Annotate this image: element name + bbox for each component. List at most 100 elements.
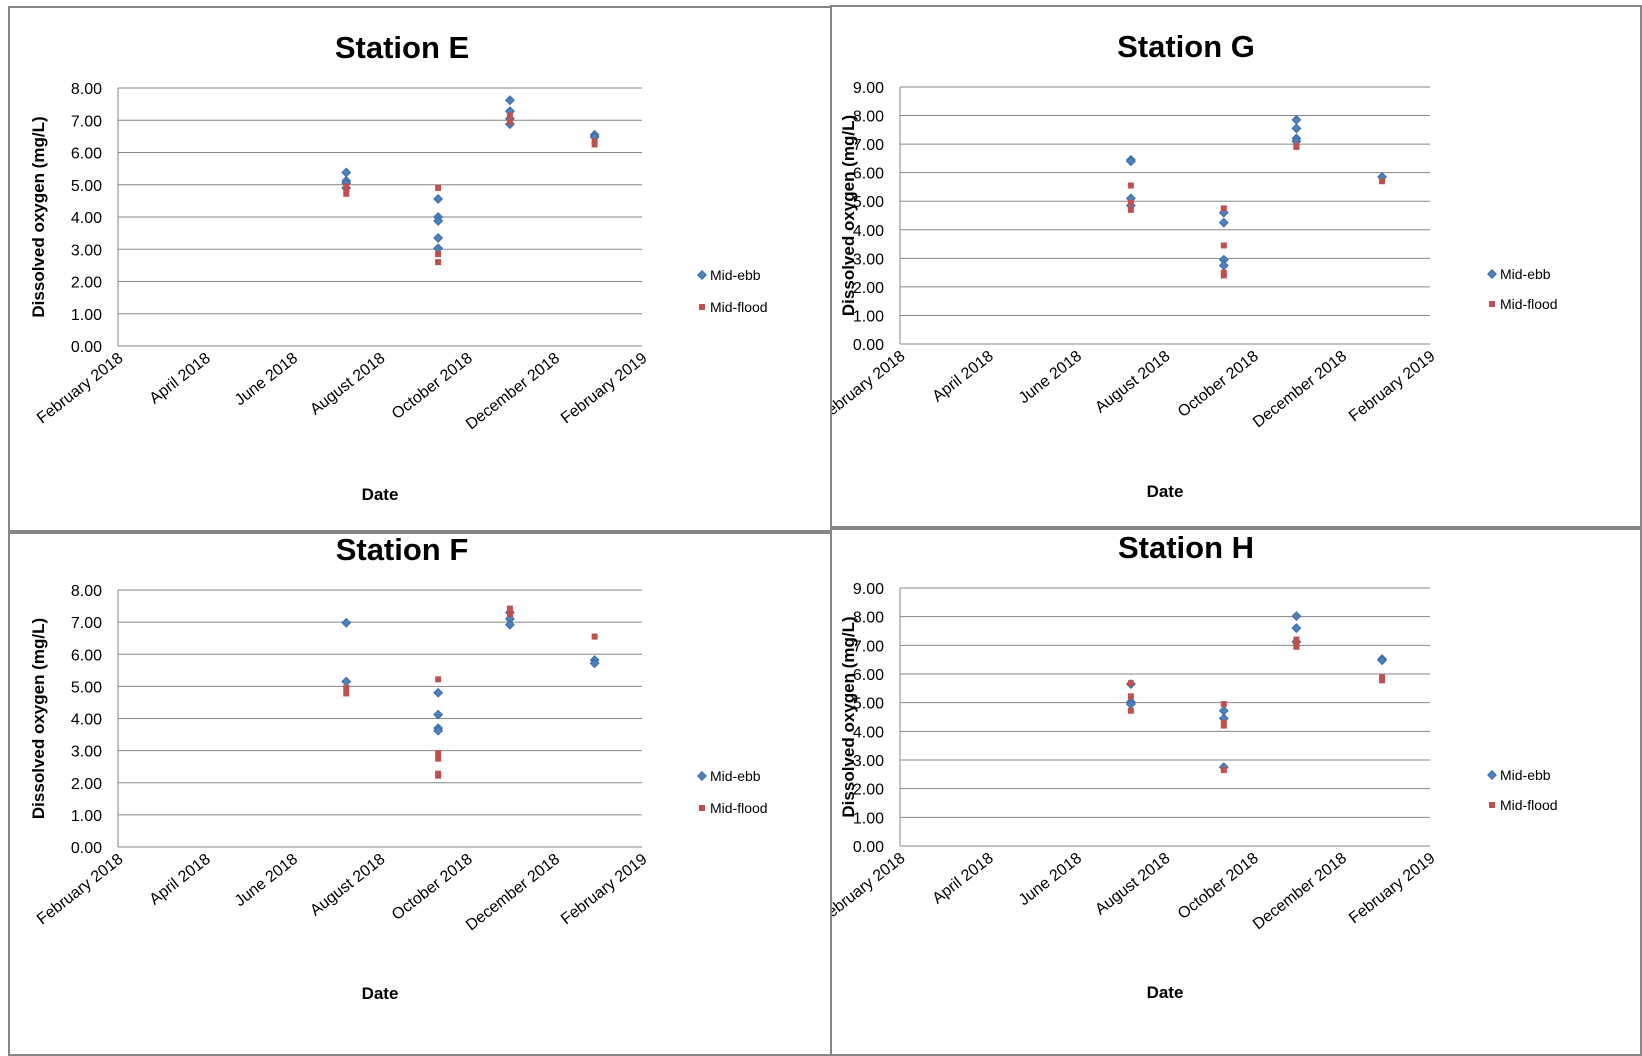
mid-ebb-point [1218, 705, 1229, 716]
y-tick-label: 1.00 [853, 810, 884, 827]
x-tick-label: December 2018 [463, 350, 563, 434]
y-tick-label: 2.00 [71, 776, 102, 793]
x-tick-label: February 2019 [1346, 850, 1439, 928]
mid-flood-point [1127, 206, 1134, 213]
mid-ebb-point [433, 193, 444, 204]
mid-ebb-point [433, 243, 444, 254]
y-tick-label: 3.00 [853, 251, 884, 268]
chart-panel-station-e: Station E 0.00 1.00 2.00 3.00 4.00 5.00 6.00 7.0… [8, 6, 832, 532]
legend-marker-mid-flood [699, 805, 705, 811]
y-tick-label: 6.00 [853, 166, 884, 183]
mid-ebb-point [433, 725, 444, 736]
mid-flood-point [591, 138, 598, 145]
mid-flood-point [506, 112, 513, 119]
y-axis-label: Dissolved oxygen (mg/L) [839, 616, 858, 817]
legend-label: Mid-flood [1500, 797, 1558, 813]
mid-flood-point [343, 183, 350, 190]
mid-ebb-point [504, 95, 515, 106]
mid-flood-point [1127, 182, 1134, 189]
y-tick-label: 3.00 [853, 753, 884, 770]
chart-title: Station E [335, 30, 469, 65]
mid-flood-point [1127, 707, 1134, 714]
x-tick-label: June 2018 [232, 350, 301, 409]
x-tick-label: April 2018 [147, 350, 214, 408]
x-axis-label: Date [1147, 983, 1184, 1002]
mid-flood-point [1293, 143, 1300, 150]
x-axis-label: Date [362, 984, 399, 1003]
mid-ebb-point [589, 658, 600, 669]
y-tick-label: 9.00 [853, 80, 884, 97]
mid-flood-point [1220, 701, 1227, 708]
y-tick-label: 6.00 [71, 647, 102, 664]
legend-marker-mid-flood [1489, 802, 1495, 808]
x-tick-label: December 2018 [1250, 850, 1350, 934]
mid-ebb-point [1291, 123, 1302, 134]
mid-ebb-point [1218, 217, 1229, 228]
mid-ebb-point [433, 215, 444, 226]
y-tick-label: 5.00 [853, 194, 884, 211]
y-tick-label: 1.00 [71, 307, 102, 324]
y-axis-label: Dissolved oxygen (mg/L) [29, 116, 48, 317]
x-tick-label: February 2018 [34, 851, 127, 929]
y-tick-label: 2.00 [853, 280, 884, 297]
x-tick-label: June 2018 [1016, 348, 1085, 407]
x-tick-label: February 2018 [832, 850, 909, 928]
mid-ebb-point [1291, 623, 1302, 634]
legend-label: Mid-ebb [1500, 266, 1551, 282]
y-tick-label: 0.00 [853, 839, 884, 856]
x-tick-label: June 2018 [1016, 850, 1085, 909]
mid-flood-point [435, 750, 442, 757]
mid-flood-point [1220, 767, 1227, 774]
chart-panel-station-h: Station H 0.00 1.00 2.00 3.00 4.00 5.00 6.00 7.0… [830, 528, 1642, 1056]
y-tick-label: 6.00 [853, 667, 884, 684]
mid-flood-point [591, 141, 598, 148]
legend-marker-mid-flood [1489, 301, 1495, 307]
x-tick-label: October 2018 [389, 350, 476, 423]
mid-flood-point [1293, 643, 1300, 650]
x-tick-label: April 2018 [930, 850, 997, 908]
y-tick-label: 5.00 [71, 679, 102, 696]
y-tick-label: 3.00 [71, 242, 102, 259]
mid-flood-point [435, 259, 442, 266]
mid-flood-point [1127, 680, 1134, 687]
mid-flood-point [1379, 178, 1386, 185]
x-axis-label: Date [362, 485, 399, 504]
y-tick-label: 7.00 [853, 638, 884, 655]
x-tick-label: June 2018 [232, 851, 301, 910]
legend-label: Mid-flood [710, 800, 768, 816]
legend-label: Mid-flood [1500, 296, 1558, 312]
mid-flood-point [1220, 242, 1227, 249]
y-tick-label: 8.00 [853, 109, 884, 126]
y-tick-label: 8.00 [71, 81, 102, 98]
mid-flood-point [506, 611, 513, 618]
x-tick-label: October 2018 [1175, 850, 1262, 923]
y-axis-label: Dissolved oxygen (mg/L) [839, 115, 858, 316]
x-tick-label: April 2018 [930, 348, 997, 406]
mid-flood-point [435, 184, 442, 191]
mid-flood-point [435, 772, 442, 779]
mid-ebb-point [1125, 156, 1136, 167]
legend-label: Mid-ebb [710, 768, 761, 784]
mid-flood-point [435, 755, 442, 762]
mid-flood-point [506, 118, 513, 125]
y-tick-label: 4.00 [853, 724, 884, 741]
mid-ebb-point [1291, 114, 1302, 125]
mid-flood-point [435, 251, 442, 258]
y-tick-label: 1.00 [71, 808, 102, 825]
y-tick-label: 7.00 [71, 113, 102, 130]
x-tick-label: August 2018 [307, 350, 388, 419]
chart-title: Station G [1117, 29, 1255, 64]
mid-flood-point [1220, 722, 1227, 729]
y-tick-label: 0.00 [71, 339, 102, 356]
y-tick-label: 8.00 [71, 583, 102, 600]
x-tick-label: February 2018 [34, 350, 127, 428]
chart-panel-station-f: Station F 0.00 1.00 2.00 3.00 4.00 5.00 6.00 7.0… [8, 532, 832, 1056]
chart-svg: Station H 0.00 1.00 2.00 3.00 4.00 5.00 6.00 7.0… [832, 530, 1558, 1002]
chart-svg: Station E 0.00 1.00 2.00 3.00 4.00 5.00 6.00 7.0… [29, 30, 768, 504]
y-tick-label: 4.00 [71, 712, 102, 729]
y-tick-label: 4.00 [71, 210, 102, 227]
y-tick-label: 9.00 [853, 581, 884, 598]
chart-svg: Station G 0.00 1.00 2.00 3.00 4.00 5.00 6.00 7.0… [832, 29, 1558, 501]
mid-ebb-point [341, 676, 352, 687]
mid-flood-point [591, 633, 598, 640]
